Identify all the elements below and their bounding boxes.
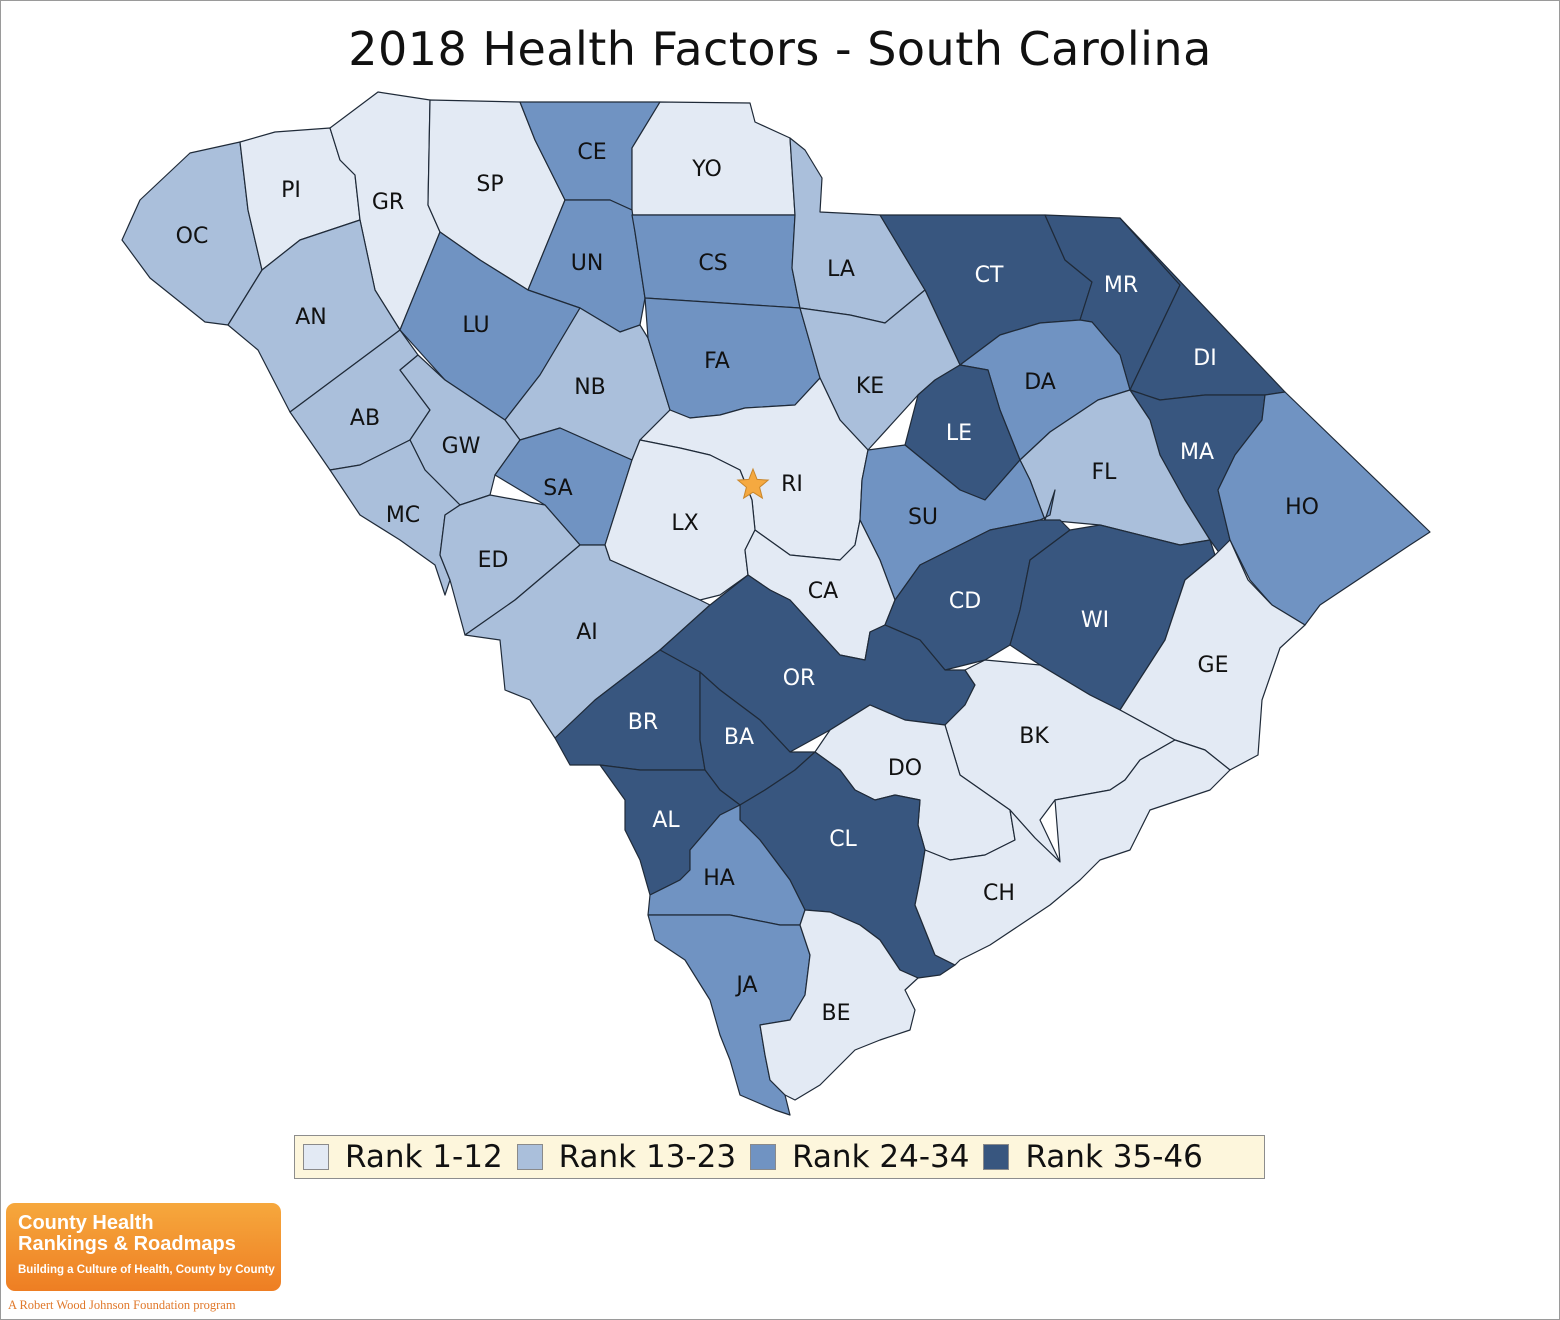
legend-item: Rank 1-12	[303, 1139, 503, 1175]
legend-item: Rank 35-46	[983, 1139, 1203, 1175]
county-label-lx: LX	[671, 511, 698, 536]
legend-swatch-rank-13-23	[516, 1144, 543, 1170]
logo-title: County Health Rankings & Roadmaps	[18, 1213, 236, 1255]
legend-item: Rank 13-23	[516, 1139, 737, 1175]
legend-swatch-rank-1-12	[303, 1144, 329, 1170]
county-label-le: LE	[946, 421, 972, 446]
legend-label: Rank 24-34	[792, 1139, 970, 1175]
legend-label: Rank 13-23	[558, 1139, 737, 1175]
county-label-di: DI	[1193, 346, 1216, 371]
county-label-nb: NB	[574, 375, 606, 400]
counties-layer	[121, 91, 1431, 1116]
legend-item: Rank 24-34	[750, 1139, 969, 1175]
county-lx	[604, 439, 756, 601]
county-label-ai: AI	[576, 620, 598, 645]
county-gw	[399, 354, 521, 506]
legend-label: Rank 1-12	[345, 1139, 503, 1175]
county-label-be: BE	[822, 1001, 851, 1026]
county-label-sp: SP	[476, 172, 503, 197]
county-label-mc: MC	[386, 503, 420, 528]
county-label-ce: CE	[577, 140, 606, 165]
county-label-un: UN	[571, 251, 604, 276]
chrr-logo: County Health Rankings & Roadmaps Buildi…	[6, 1203, 281, 1291]
county-label-wi: WI	[1081, 608, 1109, 633]
logo-line-1: County Health	[18, 1212, 154, 1234]
county-label-sa: SA	[543, 476, 572, 501]
county-label-cs: CS	[698, 251, 727, 276]
logo-line-2: Rankings & Roadmaps	[18, 1233, 236, 1255]
county-label-ge: GE	[1198, 653, 1229, 678]
county-label-or: OR	[783, 666, 816, 691]
county-label-an: AN	[295, 305, 327, 330]
county-label-ma: MA	[1180, 440, 1214, 465]
county-label-gw: GW	[442, 434, 481, 459]
county-label-al: AL	[652, 808, 680, 833]
county-be	[759, 909, 919, 1101]
county-label-oc: OC	[176, 224, 209, 249]
county-label-ri: RI	[781, 472, 803, 497]
county-label-cd: CD	[949, 589, 981, 614]
county-label-ed: ED	[478, 548, 509, 573]
county-label-ca: CA	[808, 579, 838, 604]
county-label-su: SU	[908, 505, 938, 530]
legend: Rank 1-12 Rank 13-23 Rank 24-34 Rank 35-…	[294, 1135, 1265, 1179]
county-label-ho: HO	[1285, 495, 1319, 520]
county-label-pi: PI	[281, 178, 301, 203]
rwjf-footer: A Robert Wood Johnson Foundation program	[8, 1298, 236, 1312]
county-label-fl: FL	[1092, 460, 1118, 485]
county-label-ct: CT	[975, 263, 1004, 288]
county-label-ke: KE	[856, 374, 884, 399]
county-label-lu: LU	[462, 313, 489, 338]
labels-layer: OC PI GR SP CE YO AN UN CS LA CT MR LU NB FA KE DA DI AB GW…	[176, 140, 1319, 1026]
county-label-ha: HA	[703, 866, 735, 891]
county-label-do: DO	[888, 756, 922, 781]
legend-swatch-rank-24-34	[750, 1144, 777, 1170]
legend-swatch-rank-35-46	[983, 1144, 1010, 1170]
county-label-cl: CL	[829, 827, 857, 852]
county-label-yo: YO	[691, 157, 722, 182]
county-label-br: BR	[628, 710, 658, 735]
county-label-ja: JA	[734, 973, 757, 998]
county-label-fa: FA	[704, 349, 730, 374]
map-title: 2018 Health Factors - South Carolina	[348, 22, 1212, 76]
county-ge	[1119, 539, 1306, 771]
county-label-da: DA	[1024, 370, 1056, 395]
county-ch	[914, 739, 1231, 966]
county-label-mr: MR	[1104, 273, 1138, 298]
county-label-gr: GR	[372, 190, 404, 215]
capital-star-icon	[736, 467, 770, 500]
county-label-ba: BA	[724, 725, 754, 750]
county-label-bk: BK	[1019, 724, 1049, 749]
county-label-ch: CH	[983, 881, 1015, 906]
county-fa	[644, 297, 821, 419]
county-label-ab: AB	[350, 406, 380, 431]
logo-tagline: Building a Culture of Health, County by …	[18, 1264, 275, 1276]
legend-label: Rank 35-46	[1025, 1139, 1203, 1175]
county-label-la: LA	[827, 257, 855, 282]
